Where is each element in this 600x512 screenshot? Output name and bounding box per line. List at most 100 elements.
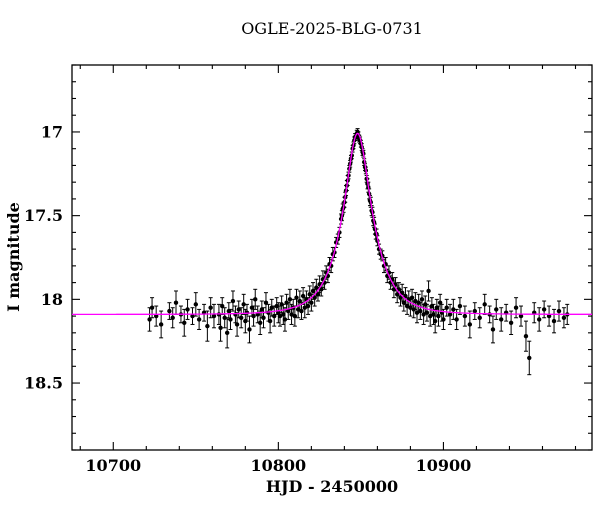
data-point	[494, 307, 499, 312]
data-point	[289, 312, 294, 317]
data-point	[556, 308, 562, 314]
data-point	[267, 318, 273, 324]
data-point	[295, 307, 301, 312]
data-point	[527, 355, 532, 361]
data-point	[294, 295, 299, 300]
data-point	[490, 327, 496, 332]
data-point	[234, 322, 240, 327]
data-point	[499, 317, 504, 322]
data-point	[218, 325, 223, 331]
x-tick-label: 10800	[251, 456, 307, 475]
data-point	[536, 317, 542, 322]
data-point	[419, 297, 425, 302]
data-point	[167, 308, 172, 314]
data-point	[426, 288, 431, 294]
data-point	[454, 317, 459, 322]
y-tick-label: 17.5	[24, 206, 63, 225]
y-axis-label: I magnitude	[4, 202, 23, 312]
data-points	[147, 128, 570, 376]
data-point	[230, 298, 236, 304]
x-axis-label: HJD - 2450000	[266, 477, 398, 496]
data-point	[300, 293, 306, 299]
data-point	[208, 305, 213, 310]
data-point	[281, 312, 286, 317]
data-point	[424, 310, 430, 315]
data-point	[462, 313, 468, 319]
data-point	[272, 313, 277, 319]
data-point	[421, 312, 426, 317]
data-point	[447, 312, 453, 317]
data-point	[309, 300, 314, 305]
data-point	[247, 327, 252, 332]
data-point	[315, 292, 321, 297]
data-point	[253, 297, 258, 302]
data-point	[158, 322, 164, 327]
data-point	[249, 305, 255, 310]
y-tick-label: 18	[41, 290, 63, 309]
data-point	[261, 315, 266, 320]
data-point	[429, 303, 435, 309]
data-point	[434, 305, 440, 310]
data-point	[276, 310, 281, 315]
data-point	[437, 300, 443, 305]
data-point	[561, 315, 567, 320]
plot-border	[71, 64, 593, 451]
y-tick-label: 18.5	[24, 374, 63, 393]
data-point	[251, 313, 256, 319]
data-point	[257, 320, 263, 325]
tick-marks	[72, 64, 592, 451]
chart-title: OGLE-2025-BLG-0731	[241, 19, 423, 38]
data-point	[414, 310, 420, 315]
data-point	[432, 318, 438, 324]
data-point	[236, 307, 241, 312]
data-point	[451, 307, 456, 312]
data-point	[269, 305, 274, 310]
data-point	[305, 303, 311, 309]
data-point	[310, 288, 316, 294]
data-point	[398, 295, 403, 300]
data-point	[196, 317, 202, 322]
data-point	[418, 308, 423, 314]
data-point	[226, 308, 232, 314]
plot-area: 10700 10800 10900 17 17.5 18 18.5	[24, 64, 593, 475]
data-point	[297, 298, 303, 304]
data-point	[518, 313, 524, 319]
data-point	[523, 333, 529, 339]
data-point	[457, 303, 463, 309]
data-point	[224, 330, 230, 336]
data-point	[401, 300, 407, 305]
data-point	[508, 320, 514, 325]
data-point	[173, 300, 179, 305]
data-point	[399, 290, 405, 295]
data-point	[185, 307, 190, 312]
data-point	[541, 307, 547, 312]
data-point	[282, 317, 288, 322]
data-point	[395, 292, 400, 297]
data-point	[263, 300, 269, 305]
data-point	[436, 313, 441, 319]
data-point	[211, 313, 217, 319]
data-point	[312, 295, 317, 300]
data-point	[228, 317, 233, 322]
data-point	[431, 312, 436, 317]
data-point	[170, 315, 175, 320]
data-point	[444, 305, 449, 310]
data-point	[551, 318, 557, 324]
data-point	[149, 305, 155, 310]
data-point	[182, 320, 187, 325]
data-point	[408, 305, 413, 310]
data-point	[472, 308, 477, 314]
data-point	[259, 307, 265, 312]
data-point	[299, 308, 304, 314]
data-point	[477, 315, 482, 320]
data-point	[467, 322, 473, 327]
x-tick-label: 10900	[416, 456, 472, 475]
data-point	[222, 315, 227, 320]
data-point	[403, 293, 408, 299]
data-point	[441, 317, 446, 322]
data-point	[193, 302, 199, 307]
data-point	[287, 297, 293, 302]
data-point	[513, 305, 519, 310]
